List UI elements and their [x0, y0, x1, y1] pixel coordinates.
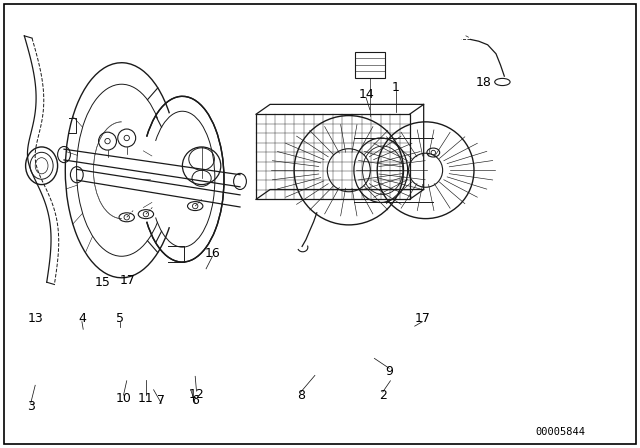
- Text: 12: 12: [189, 388, 204, 401]
- Text: 17: 17: [120, 273, 136, 287]
- Text: 15: 15: [95, 276, 110, 289]
- Text: 00005844: 00005844: [535, 427, 585, 437]
- Text: 11: 11: [138, 392, 154, 405]
- Text: 6: 6: [191, 394, 199, 408]
- Text: 9: 9: [385, 365, 393, 379]
- Bar: [256, 114, 410, 199]
- Text: 17: 17: [415, 311, 430, 325]
- Text: 2: 2: [379, 388, 387, 402]
- Text: 5: 5: [116, 311, 124, 325]
- Text: 3: 3: [27, 400, 35, 414]
- Text: 4: 4: [78, 311, 86, 325]
- Text: 1: 1: [392, 81, 399, 94]
- Text: 18: 18: [476, 76, 492, 90]
- Text: 13: 13: [28, 311, 43, 325]
- Text: 10: 10: [116, 392, 131, 405]
- Bar: [355, 52, 385, 78]
- Text: 7: 7: [157, 394, 165, 408]
- Text: 8: 8: [297, 388, 305, 402]
- Text: 16: 16: [205, 246, 220, 260]
- Text: 14: 14: [358, 87, 374, 101]
